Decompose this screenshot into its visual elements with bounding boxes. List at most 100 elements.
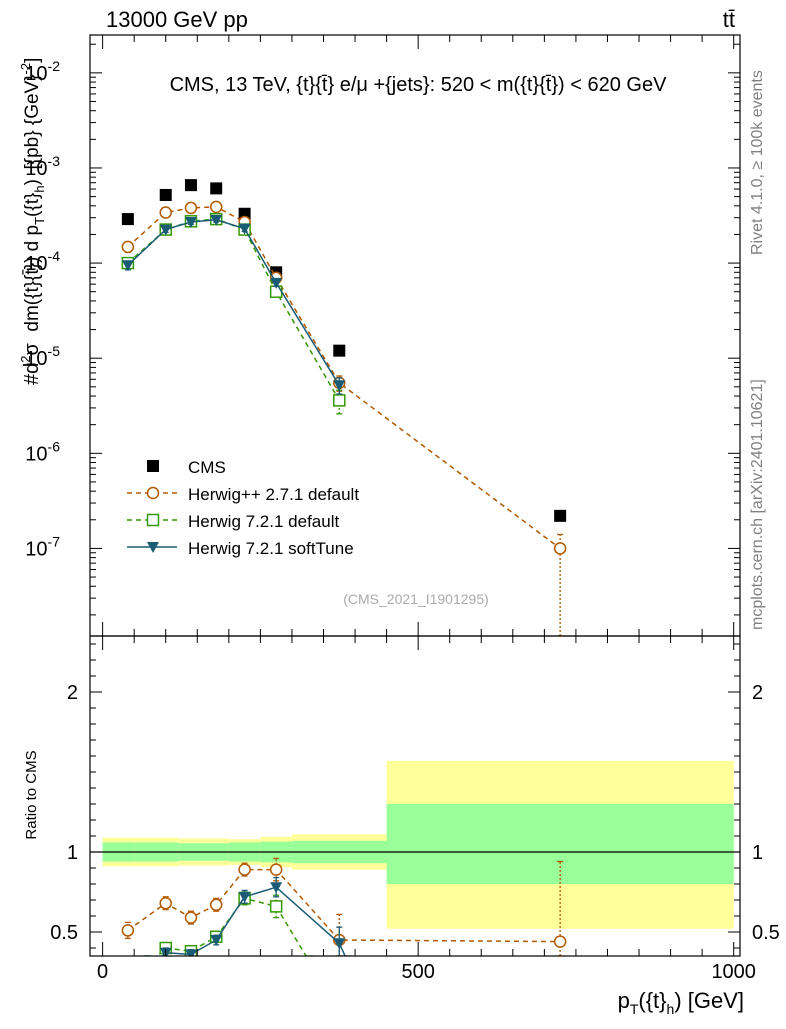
ylabel-unit-exp: -2: [18, 63, 33, 75]
x-axis-label: pT({t}h) [GeV]: [618, 988, 744, 1017]
legend-marker-0: [147, 460, 159, 472]
main-s3-point-2: [184, 217, 197, 229]
main-s2-point-6: [333, 394, 346, 407]
ratio-y-tick-label-r-1: 1: [752, 842, 763, 864]
ratio-y-tick-label-r-2: 2: [752, 682, 763, 704]
main-s3-point-4: [238, 223, 251, 235]
main-s1-point-1: [159, 206, 172, 219]
main-y-tick-base-0: 10: [25, 538, 47, 560]
ratio-uncertainty-bands: [102, 760, 734, 929]
ylabel-unit-close: ]: [22, 58, 43, 63]
main-y-tick-label-3: 10-4: [25, 248, 60, 275]
xlabel-sub-h: h: [667, 1001, 675, 1017]
ratio-s0-point-4: [238, 863, 251, 876]
main-s3-line: [127, 219, 340, 386]
ratio-s0-point-0: [121, 924, 135, 937]
main-y-tick-base-4: 10: [25, 158, 47, 180]
main-s0-point-7: [554, 509, 567, 522]
main-s2-line: [127, 218, 340, 401]
ratio-s2-point-2: [184, 949, 197, 956]
main-s1-point-3: [209, 200, 223, 214]
ratio-y-axis-label: Ratio to CMS: [23, 750, 40, 839]
main-y-tick-exp-2: -5: [48, 343, 61, 359]
main-y-tick-label-2: 10-5: [25, 343, 60, 370]
main-s3-point-5: [270, 277, 283, 289]
legend-marker-1: [146, 486, 160, 500]
main-s3-point-6: [333, 380, 346, 392]
ratio-s2-line: [161, 886, 346, 956]
ratio-s2-point-5: [270, 882, 283, 894]
ratio-s0-point-2: [184, 911, 198, 924]
main-y-tick-exp-5: -2: [48, 58, 61, 74]
ylabel-denominator: dm({t}{t̄}) d p: [22, 225, 43, 332]
main-s3-point-3: [210, 214, 223, 226]
legend-marker-2: [146, 513, 160, 527]
ratio-y-tick-label-l-2: 2: [67, 682, 78, 704]
process-label: tt̄: [723, 7, 735, 32]
ylabel-hash: #: [21, 373, 43, 385]
ylabel-unit: [{pb} {GeV}: [22, 74, 43, 169]
xlabel-arg: ({t}: [638, 988, 666, 1013]
xlabel-unit: ) [GeV]: [674, 988, 744, 1013]
ylabel-sigma: σ: [21, 343, 43, 356]
analysis-id-label: (CMS_2021_I1901295): [343, 591, 489, 607]
ratio-s0-point-7: [553, 935, 567, 948]
ratio-y-tick-label-l-0: 0.5: [50, 922, 78, 944]
legend-marker-3: [147, 542, 159, 553]
main-y-axis-label-text: #d2σ dm({t}{t̄}) d pT({t}h) [{pb} {GeV}-…: [18, 58, 47, 385]
main-y-tick-base-5: 10: [25, 63, 47, 85]
ratio-s2-point-3: [210, 935, 223, 946]
ratio-s1-point-0: [141, 962, 152, 973]
ratio-s0-point-3: [209, 898, 223, 912]
ratio-s2-point-6: [333, 938, 346, 950]
ylabel-d: d: [21, 363, 43, 374]
ratio-y-tick-label-r-0: 0.5: [752, 922, 780, 944]
xlabel-sub-t: T: [630, 1001, 639, 1017]
legend-label-2: Herwig 7.2.1 default: [188, 512, 339, 531]
ratio-s1-point-6: [305, 959, 316, 970]
legend-label-1: Herwig++ 2.7.1 default: [188, 485, 359, 504]
ratio-s1-point-5: [269, 900, 283, 913]
legend-label-0: CMS: [188, 458, 226, 477]
main-y-tick-base-1: 10: [25, 443, 47, 465]
main-y-tick-exp-0: -7: [48, 533, 61, 549]
ratio-panel-axes: 0.5 0.5 1 1 2 2 0 500 1000: [50, 636, 780, 983]
legend: CMS Herwig++ 2.7.1 default Herwig 7.2.1 de…: [127, 458, 359, 558]
ylabel-sub-h: h: [32, 185, 47, 192]
main-y-tick-label-0: 10-7: [25, 533, 60, 560]
rivet-version-label: Rivet 4.1.0, ≥ 100k events: [749, 70, 766, 255]
ylabel-arg: ({t}: [22, 193, 43, 217]
main-y-tick-exp-4: -3: [48, 153, 61, 169]
main-s3-point-1: [159, 224, 172, 236]
main-s0-point-3: [210, 182, 223, 195]
ratio-s0-line: [127, 868, 561, 943]
ratio-s1-line: [156, 897, 307, 956]
main-y-tick-base-3: 10: [25, 253, 47, 275]
legend-label-3: Herwig 7.2.1 softTune: [188, 539, 354, 558]
main-y-axis-label: #d2σ dm({t}{t̄}) d pT({t}h) [{pb} {GeV}-…: [18, 58, 47, 385]
ratio-s2-point-0: [141, 965, 153, 976]
main-y-tick-label-5: 10-2: [25, 58, 60, 85]
main-y-tick-exp-1: -6: [48, 438, 61, 454]
ylabel-exp2: 2: [18, 356, 33, 363]
x-tick-label-0: 0: [97, 961, 108, 983]
ratio-s0-point-5: [269, 863, 283, 876]
main-panel-series: [121, 179, 567, 636]
main-s0-point-1: [159, 188, 172, 201]
main-s0-point-0: [121, 213, 134, 226]
ratio-s0-point-1: [159, 896, 172, 910]
ylabel-sub-t: T: [32, 217, 47, 225]
main-y-tick-base-2: 10: [25, 348, 47, 370]
x-tick-label-1: 500: [401, 961, 434, 983]
main-s1-point-2: [184, 201, 198, 215]
xlabel-p: p: [618, 988, 630, 1013]
analysis-title: CMS, 13 TeV, {t}{t̄} e/μ +{jets}: 520 < …: [170, 74, 668, 96]
ratio-s2-point-7: [343, 959, 355, 970]
main-s0-point-6: [333, 344, 346, 357]
beam-label: 13000 GeV pp: [106, 7, 248, 32]
main-y-tick-label-4: 10-3: [25, 153, 60, 180]
main-y-tick-exp-3: -4: [48, 248, 61, 264]
main-s3-point-0: [121, 260, 134, 272]
main-s1-point-7: [553, 542, 567, 555]
